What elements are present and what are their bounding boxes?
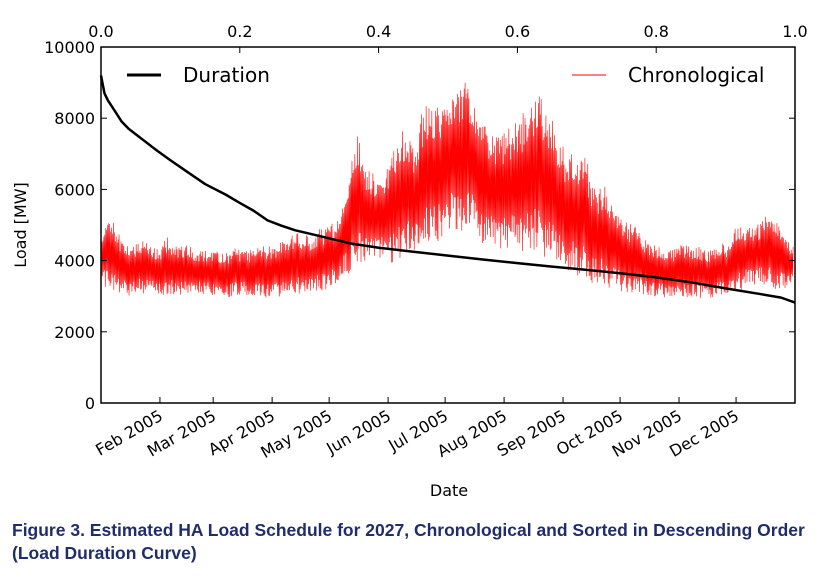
load-chart: 0 2000 4000 6000 8000 10000 0.0 0.2 0.4 0.6 0.8 1.… — [11, 22, 808, 500]
x-axis-label: Date — [430, 481, 468, 500]
x-top-tick-label: 0.8 — [643, 22, 668, 41]
x-top-tick-label: 0.6 — [505, 22, 530, 41]
x-top-tick-label: 0.0 — [88, 22, 113, 41]
y-tick-label: 4000 — [54, 252, 95, 271]
y-tick-label: 10000 — [44, 38, 95, 57]
chronological-series — [101, 82, 794, 298]
duration-line — [99, 75, 796, 304]
y-tick-label: 2000 — [54, 323, 95, 342]
x-month-label: Jun 2005 — [322, 406, 394, 458]
duration-series — [99, 75, 796, 304]
legend-label-chronological: Chronological — [628, 63, 764, 87]
x-top-tick-label: 0.4 — [366, 22, 391, 41]
legend-label-duration: Duration — [183, 63, 270, 87]
chronological-line — [101, 82, 794, 298]
x-top-tick-label: 1.0 — [782, 22, 807, 41]
figure-caption: Figure 3. Estimated HA Load Schedule for… — [12, 520, 805, 563]
y-tick-label: 0 — [85, 394, 95, 413]
y-axis: 0 2000 4000 6000 8000 10000 — [44, 38, 795, 413]
x-top-tick-label: 0.2 — [227, 22, 252, 41]
y-tick-label: 6000 — [54, 180, 95, 199]
legend: Duration Chronological — [127, 63, 764, 87]
y-axis-label: Load [MW] — [11, 182, 30, 268]
y-tick-label: 8000 — [54, 109, 95, 128]
plot-frame — [100, 46, 796, 404]
x-axis-top: 0.0 0.2 0.4 0.6 0.8 1.0 — [88, 22, 808, 53]
